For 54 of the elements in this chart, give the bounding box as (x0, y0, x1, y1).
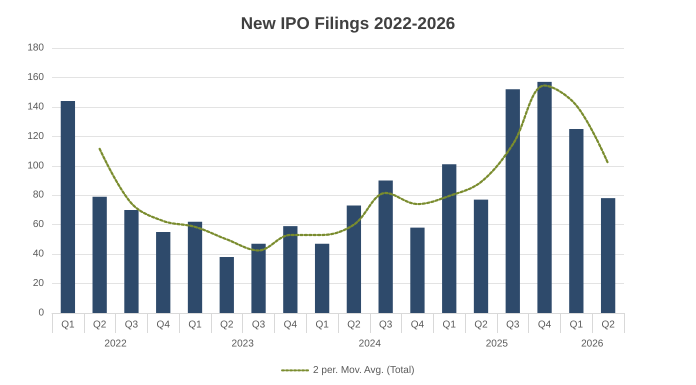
x-tick-label: Q2 (92, 320, 107, 330)
y-tick-label: 160 (27, 72, 44, 83)
x-tick-label: Q2 (347, 320, 361, 330)
x-tick-label: Q2 (601, 320, 616, 330)
bar (600, 198, 616, 313)
bar (188, 222, 202, 313)
y-tick-label: 20 (32, 278, 44, 290)
x-tick-label: Q3 (378, 320, 393, 330)
bar (220, 257, 234, 313)
x-tick-label: Q3 (252, 320, 266, 330)
x-tick-label: Q1 (442, 320, 456, 330)
x-tick-label: Q1 (188, 320, 202, 330)
line-series (98, 84, 610, 252)
chart-title: New IPO Filings 2022-2026 (240, 14, 456, 33)
bar (251, 244, 266, 313)
bar (378, 180, 393, 313)
bar (283, 226, 298, 313)
bar (314, 244, 330, 313)
text: 2024 (358, 338, 382, 350)
bar (346, 206, 362, 313)
y-tick-label: 0 (38, 308, 44, 318)
bar (156, 232, 170, 313)
x-tick-label: Q4 (410, 320, 425, 330)
bar (124, 210, 139, 313)
x-tick-label: Q3 (506, 320, 520, 330)
y-tick-label: 40 (32, 248, 44, 260)
y-tick-label: 180 (27, 42, 44, 54)
bar (569, 128, 584, 313)
legend-label: 2 per. Mov. Avg. (Total) (313, 364, 414, 376)
bar (474, 200, 488, 313)
text: 2026 (581, 338, 604, 350)
x-tick-label: Q4 (284, 320, 298, 330)
y-tick-label: 60 (32, 219, 44, 230)
bar (442, 164, 456, 313)
x-tick-label: Q1 (570, 320, 584, 330)
y-tick-label: 80 (32, 190, 44, 201)
y-tick-label: 100 (27, 160, 44, 172)
text: 2023 (232, 338, 254, 350)
x-tick-label: Q2 (474, 320, 488, 330)
text: 2025 (486, 338, 508, 350)
x-tick-label: Q3 (124, 320, 139, 330)
x-tick-label: Q1 (61, 320, 75, 330)
x-tick-label: Q2 (220, 320, 234, 330)
x-tick-label: Q4 (538, 320, 552, 330)
y-tick-label: 120 (27, 130, 44, 142)
y-tick-label: 140 (27, 101, 44, 112)
bar (410, 228, 425, 313)
x-tick-label: Q4 (156, 320, 170, 330)
bar (92, 196, 107, 313)
bar (537, 82, 552, 313)
bar (60, 101, 76, 313)
bar (506, 89, 520, 313)
x-tick-label: Q1 (315, 320, 330, 330)
text: 2022 (104, 338, 128, 350)
